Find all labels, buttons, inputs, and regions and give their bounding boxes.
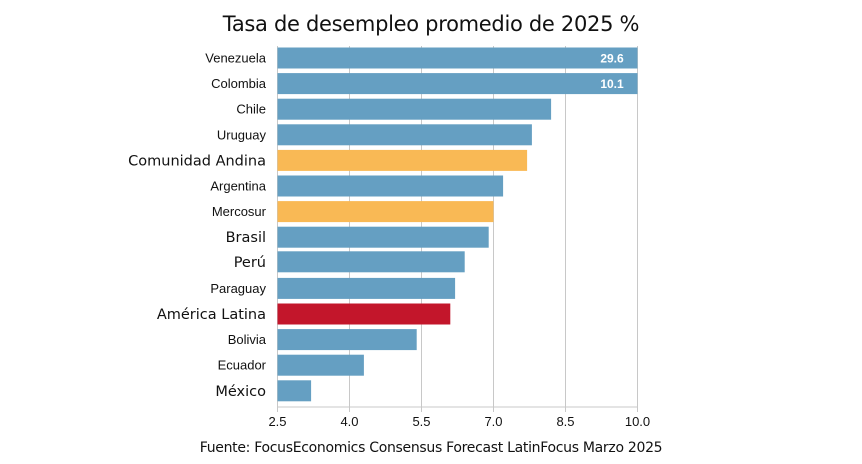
- category-label: Mercosur: [212, 204, 267, 219]
- category-label: Chile: [236, 102, 266, 117]
- x-tick-label: 2.5: [268, 414, 286, 429]
- bar-uruguay: [277, 124, 532, 146]
- category-label: Perú: [234, 255, 266, 271]
- data-label: 29.6: [600, 52, 624, 66]
- bar-venezuela: [277, 47, 638, 69]
- bar-bolivia: [277, 329, 417, 351]
- bar-colombia: [277, 73, 638, 95]
- bar-comunidad-andina: [277, 149, 528, 171]
- category-label: Argentina: [210, 179, 266, 194]
- category-label: Comunidad Andina: [128, 153, 266, 169]
- x-tick-label: 5.5: [412, 414, 430, 429]
- bar-mercosur: [277, 201, 494, 223]
- category-label: Bolivia: [228, 332, 267, 347]
- bar-américa-latina: [277, 303, 451, 325]
- x-tick-label: 4.0: [340, 414, 358, 429]
- bar-argentina: [277, 175, 504, 197]
- chart-title: Tasa de desempleo promedio de 2025 %: [222, 12, 640, 36]
- bar-perú: [277, 251, 465, 273]
- bar-paraguay: [277, 277, 456, 299]
- bar-ecuador: [277, 354, 364, 376]
- category-label: México: [215, 384, 266, 400]
- category-label: Ecuador: [218, 358, 267, 373]
- bar-méxico: [277, 380, 312, 402]
- category-label: América Latina: [157, 307, 266, 323]
- x-tick-label: 8.5: [556, 414, 574, 429]
- category-label: Uruguay: [217, 127, 267, 142]
- data-label: 10.1: [600, 77, 624, 91]
- category-label: Venezuela: [205, 51, 266, 66]
- category-label: Paraguay: [210, 281, 266, 296]
- bar-brasil: [277, 226, 489, 248]
- x-tick-label: 7.0: [484, 414, 502, 429]
- chart-source: Fuente: FocusEconomics Consensus Forecas…: [199, 440, 663, 456]
- category-label: Colombia: [211, 76, 267, 91]
- category-label: Brasil: [226, 230, 266, 246]
- bar-chile: [277, 98, 552, 120]
- x-tick-label: 10.0: [625, 414, 650, 429]
